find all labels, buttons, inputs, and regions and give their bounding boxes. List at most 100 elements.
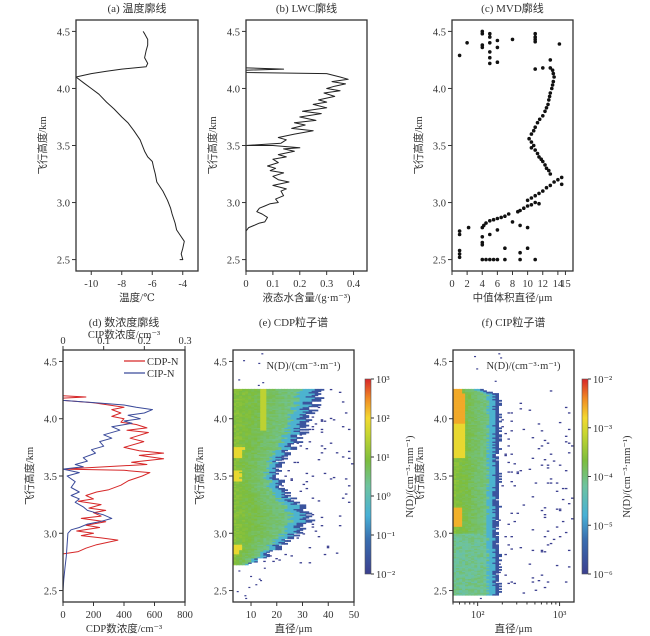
heatmap-cell [495,428,499,431]
heatmap-cell [465,544,469,547]
heatmap-cell [236,427,240,430]
heatmap-cell [245,442,249,445]
heatmap-cell [248,516,252,519]
heatmap-cell [290,416,295,419]
x-tick-label: 600 [147,610,163,621]
heatmap-cell [495,432,499,435]
heatmap-cell [254,525,258,527]
heatmap-cell [233,523,237,526]
series-line-lwc [245,67,349,232]
heatmap-cell [284,430,288,432]
heatmap-cell [233,538,237,541]
heatmap-cell [281,421,285,424]
heatmap-cell [251,450,255,453]
heatmap-cell [299,420,304,423]
heatmap-cell [474,555,478,558]
heatmap-cell [260,472,264,475]
heatmap-cell [492,573,496,575]
heatmap-cell [293,448,298,450]
heatmap-cell [489,530,493,533]
heatmap-cell [456,516,460,519]
heatmap-cell [350,463,354,465]
heatmap-cell [239,505,243,508]
heatmap-cell [296,413,301,416]
heatmap-cell [299,434,303,436]
heatmap-cell [275,509,279,512]
heatmap-cell [302,390,307,393]
x-tick-label: 4 [480,279,486,290]
heatmap-cell [314,391,319,394]
heatmap-cell [266,541,270,544]
heatmap-cell [239,410,243,413]
heatmap-cell [290,504,295,507]
heatmap-cell [311,395,316,398]
heatmap-cell [489,526,493,529]
heatmap-cell [275,456,279,459]
heatmap-cell [326,547,330,549]
heatmap-cell [272,511,276,514]
heatmap-cell [468,500,472,503]
data-point [535,151,540,156]
heatmap-cell [245,555,249,558]
heatmap-cell [239,421,243,424]
heatmap-cell [248,402,252,405]
data-point [503,214,507,218]
heatmap-cell [480,580,484,582]
heatmap-cell [471,555,475,558]
heatmap-cell [468,449,472,452]
heatmap-cell [299,520,304,523]
heatmap-cell [314,398,319,401]
heatmap-cell [462,424,466,427]
heatmap-cell [459,516,463,519]
heatmap-cell [239,549,243,552]
heatmap-cell [465,460,469,463]
heatmap-cell [468,492,472,494]
heatmap-cell [284,448,288,450]
heatmap-cell [465,498,469,501]
heatmap-cell [254,406,258,409]
heatmap-cell [281,485,284,487]
heatmap-cell [540,445,544,447]
heatmap-cell [284,497,288,500]
heatmap-cell [462,512,466,515]
heatmap-cell [257,520,261,523]
heatmap-cell [260,388,264,391]
heatmap-cell [272,394,276,397]
heatmap-cell [278,547,282,549]
heatmap-cell [471,426,475,428]
heatmap-cell [311,523,315,525]
heatmap-cell [233,412,237,415]
heatmap-cell [263,406,267,409]
heatmap-cell [459,465,463,468]
heatmap-cell [290,527,295,530]
heatmap-cell [462,526,466,529]
heatmap-cell [486,558,490,560]
y-tick-label: 3.5 [227,142,240,153]
heatmap-cell [257,485,261,487]
heatmap-cell [474,525,478,527]
heatmap-cell [254,446,258,449]
heatmap-cell [492,457,496,460]
heatmap-cell [305,406,310,409]
heatmap-cell [242,516,246,519]
heatmap-cell [486,492,490,494]
heatmap-cell [462,545,466,548]
heatmap-cell [456,463,460,465]
heatmap-cell [308,404,313,406]
heatmap-cell [242,393,246,395]
heatmap-cell [269,405,273,408]
heatmap-cell [531,581,535,583]
heatmap-cell [290,519,295,522]
y-axis-label: 飞行高度/km [206,116,219,174]
heatmap-cell [287,519,291,522]
heatmap-cell [453,441,457,443]
heatmap-cell [474,523,478,526]
heatmap-cell [483,530,487,533]
heatmap-cell [254,449,258,452]
heatmap-cell [495,523,499,526]
heatmap-cell [462,487,466,490]
heatmap-cell [471,479,475,482]
heatmap-cell [453,421,457,424]
heatmap-cell [465,527,469,530]
heatmap-cell [299,523,304,526]
